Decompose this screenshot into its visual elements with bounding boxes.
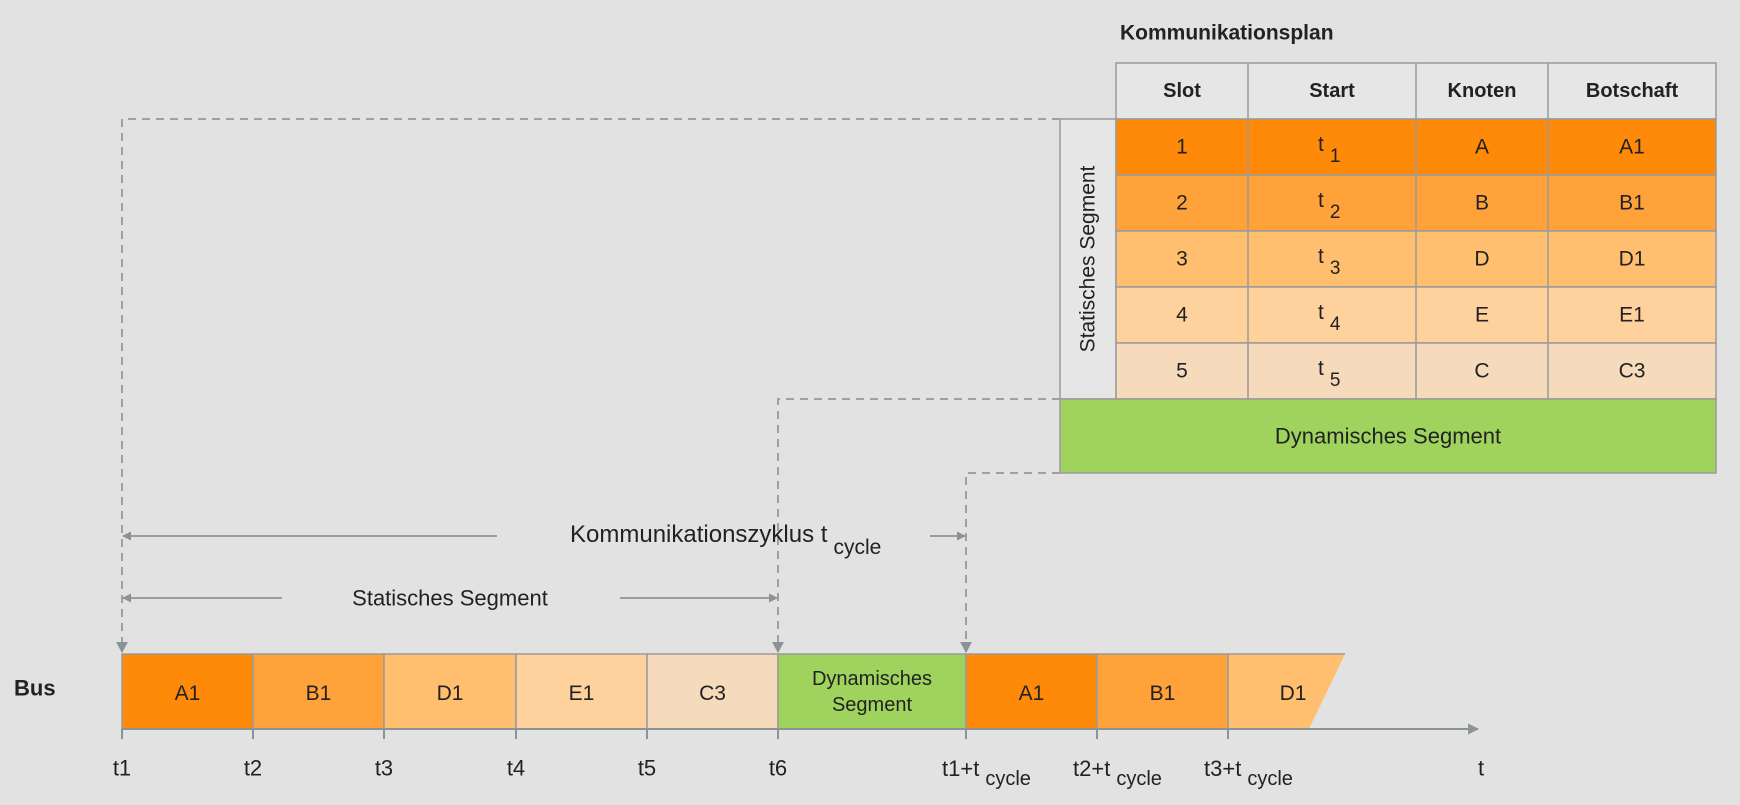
dashed-connector-static-start [121,118,1060,652]
plan-static-side-label: Statisches Segment [1077,165,1100,352]
plan-header-slot: Slot [1163,80,1201,102]
plan-dynamic-segment [1059,398,1717,474]
bus-slot-label: D1 [437,682,464,705]
time-tick-label: t3 [375,756,393,781]
plan-cell-message: A1 [1619,136,1645,159]
bus-repeat-slot-partial [1228,654,1345,729]
time-tick-label: t2 [244,756,262,781]
plan-cell-slot: 3 [1176,248,1188,271]
bus-dynamic-label-line1: Dynamisches [812,668,932,690]
plan-cell-node: A [1475,136,1489,159]
plan-static-side-cell [1059,118,1117,400]
plan-cell-node: C [1474,360,1489,383]
plan-cell-slot: 2 [1176,192,1188,215]
dashed-connector-arrowhead [960,642,972,653]
plan-cell-message: C3 [1619,360,1646,383]
dashed-connector-arrowhead [116,642,128,653]
bus-dynamic-segment [777,653,967,730]
plan-cell-start: t2 [1318,189,1340,223]
time-tick-label: t1+t cycle [942,756,1031,791]
time-tick-label: t6 [769,756,787,781]
plan-cell-slot: 1 [1176,136,1188,159]
bus-slot-label: B1 [306,682,332,705]
time-tick-label: t4 [507,756,525,781]
bus-repeat-slot [965,653,1098,730]
bus-repeat-slot [1096,653,1229,730]
plan-cell-start: t5 [1318,357,1340,391]
bus-slot-label: C3 [699,682,726,705]
time-tick-label: t1 [113,756,131,781]
plan-cell-node: D [1474,248,1489,271]
bus-slot-label: E1 [569,682,595,705]
plan-cell-message: E1 [1619,304,1645,327]
plan-cell-message: D1 [1619,248,1646,271]
time-tick-label: t5 [638,756,656,781]
plan-cell-start: t3 [1318,245,1340,279]
bus-slot [252,653,385,730]
bus-repeat-slot-label: A1 [1019,682,1045,705]
bus-repeat-slot-label: D1 [1280,682,1307,705]
dashed-connector-static-end [777,398,1060,652]
plan-cell-slot: 4 [1176,304,1188,327]
dashed-connector-dynamic-end [965,472,1060,652]
bus-repeat-slot-label: B1 [1150,682,1176,705]
plan-dynamic-label: Dynamisches Segment [1275,424,1501,449]
bus-dynamic-label-line2: Segment [832,694,912,716]
plan-cell-start: t4 [1318,301,1341,335]
plan-cell-start: t1 [1318,133,1340,167]
static-segment-label: Statisches Segment [352,586,548,611]
plan-cell-node: B [1475,192,1489,215]
plan-title: Kommunikationsplan [1120,22,1334,45]
plan-header-start: Start [1309,80,1355,102]
plan-cell-node: E [1475,304,1489,327]
plan-cell-message: B1 [1619,192,1645,215]
cycle-label: Kommunikationszyklus t cycle [570,521,881,559]
dashed-connector-arrowhead [772,642,784,653]
time-tick-label: t2+t cycle [1073,756,1162,791]
time-axis-label: t [1478,756,1484,781]
plan-cell-slot: 5 [1176,360,1188,383]
plan-header-knoten: Knoten [1448,80,1517,102]
bus-label: Bus [14,676,56,701]
bus-slot-label: A1 [175,682,201,705]
plan-header-botschaft: Botschaft [1586,80,1679,102]
time-tick-label: t3+t cycle [1204,756,1293,791]
